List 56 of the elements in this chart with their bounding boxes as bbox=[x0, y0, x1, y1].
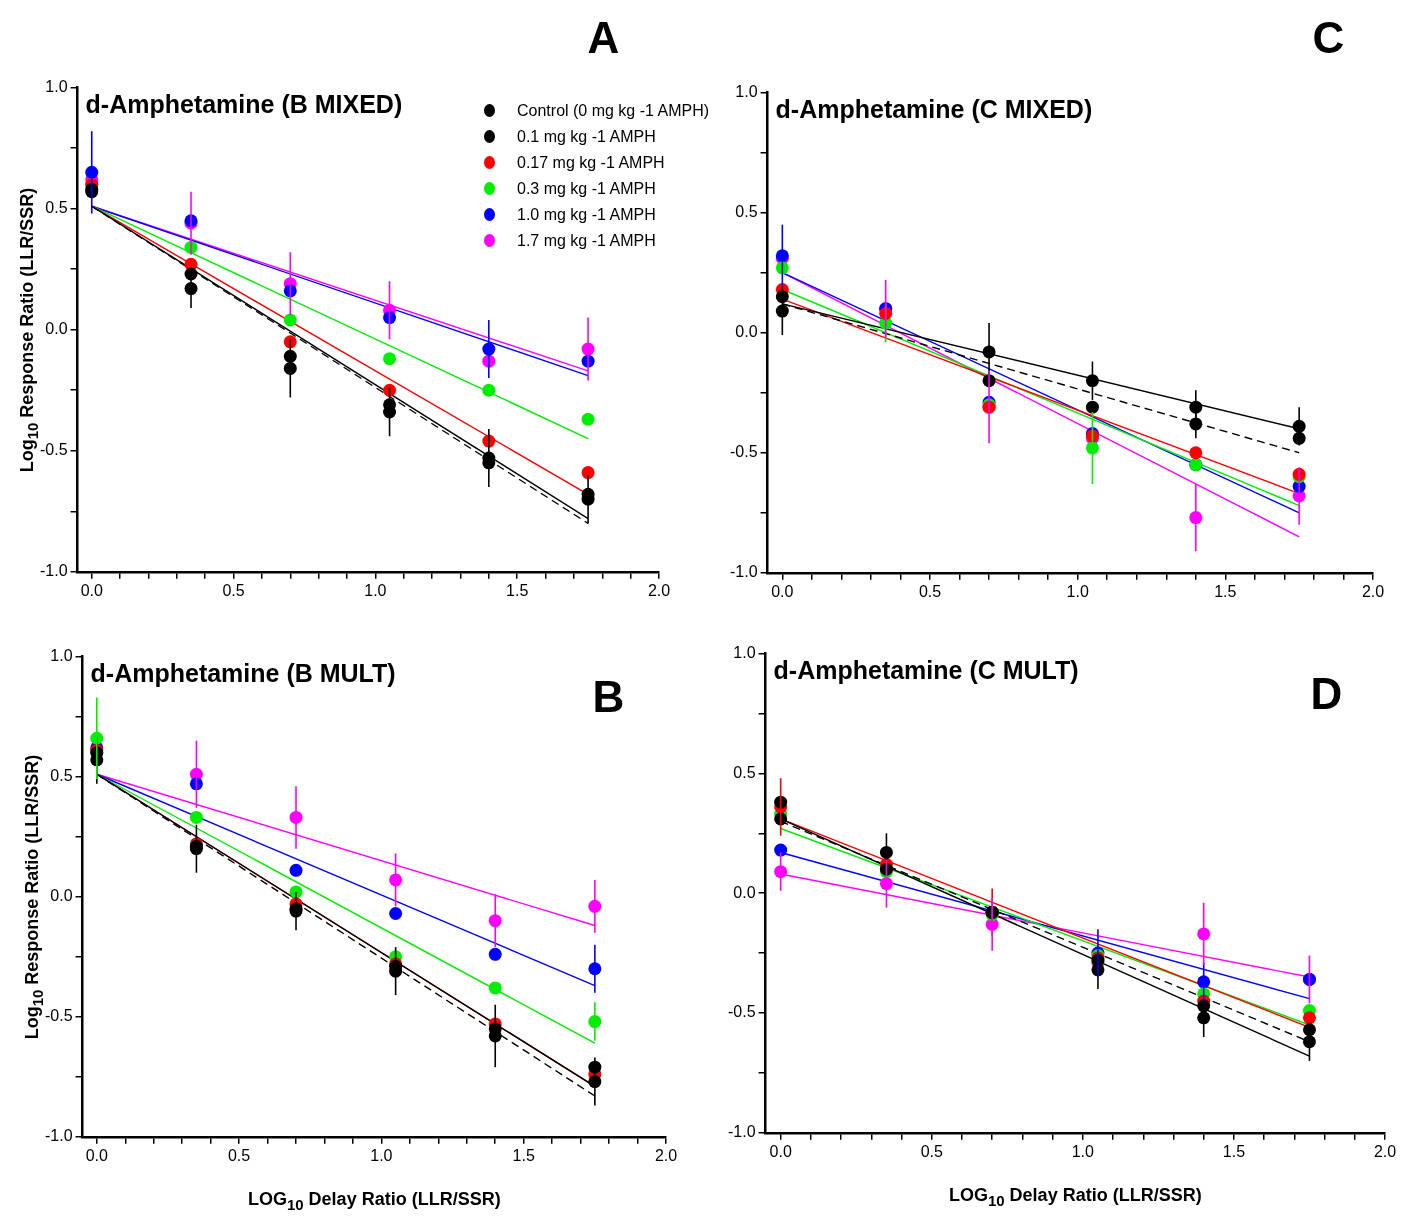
x-tick-label: 2.0 bbox=[654, 1146, 678, 1164]
x-tick-label: 0.0 bbox=[85, 1146, 109, 1164]
x-tick-label: 2.0 bbox=[1373, 1142, 1397, 1160]
y-tick-label: 0.0 bbox=[735, 323, 758, 341]
y-tick-label: -0.5 bbox=[727, 1003, 756, 1021]
x-axis-title: LOG$_{10}$ Delay Ratio (LLR/SSR) bbox=[247, 1189, 501, 1213]
y-tick-label: 0.5 bbox=[45, 199, 68, 217]
y-tick-label: 0.5 bbox=[50, 767, 73, 785]
x-tick-label: 1.0 bbox=[1071, 1142, 1095, 1160]
legend-label: 0.17 mg kg -1 AMPH bbox=[517, 153, 665, 172]
x-tick-label: 0.0 bbox=[80, 581, 103, 599]
y-tick-label: 1.0 bbox=[735, 83, 758, 101]
y-tick-label: -1.0 bbox=[39, 562, 68, 580]
y-tick-label: -0.5 bbox=[44, 1007, 73, 1025]
x-tick-label: 0.0 bbox=[771, 582, 794, 600]
x-tick-label: 1.5 bbox=[512, 1146, 535, 1164]
x-tick-label: 0.5 bbox=[920, 1142, 943, 1160]
y-tick-label: 1.0 bbox=[50, 647, 73, 665]
y-tick-label: -1.0 bbox=[727, 1123, 756, 1141]
legend-label: 0.1 mg kg -1 AMPH bbox=[517, 127, 656, 146]
legend-label: 1.0 mg kg -1 AMPH bbox=[517, 205, 656, 224]
x-tick-label: 2.0 bbox=[647, 581, 671, 599]
annotation: D bbox=[1310, 668, 1343, 719]
y-tick-label: 0.0 bbox=[50, 887, 73, 905]
y-tick-label: 1.0 bbox=[733, 644, 756, 662]
y-tick-label: -0.5 bbox=[729, 443, 758, 461]
chart-title: d-Amphetamine (C MULT) bbox=[773, 655, 1079, 685]
y-tick-label: 1.0 bbox=[45, 78, 68, 96]
x-tick-label: 0.5 bbox=[918, 582, 942, 600]
text: A bbox=[587, 12, 620, 63]
x-axis-title: LOG$_{10}$ Delay Ratio (LLR/SSR) bbox=[948, 1185, 1202, 1209]
x-tick-label: 1.0 bbox=[364, 581, 387, 599]
y-tick-label: -1.0 bbox=[44, 1127, 73, 1145]
legend-label: 1.7 mg kg -1 AMPH bbox=[517, 231, 656, 250]
chart-title: d-Amphetamine (B MIXED) bbox=[85, 89, 403, 119]
x-tick-label: 2.0 bbox=[1361, 582, 1385, 600]
annotation: B bbox=[592, 671, 625, 722]
y-tick-label: -1.0 bbox=[729, 563, 758, 581]
chart-title: d-Amphetamine (B MULT) bbox=[90, 658, 396, 688]
legend-label: Control (0 mg kg -1 AMPH) bbox=[517, 101, 710, 120]
y-tick-label: -0.5 bbox=[39, 441, 68, 459]
y-tick-label: 0.0 bbox=[45, 320, 68, 338]
x-tick-label: 1.5 bbox=[1222, 1142, 1246, 1160]
y-tick-label: 0.5 bbox=[733, 763, 756, 781]
x-tick-label: 1.0 bbox=[1066, 582, 1089, 600]
x-tick-label: 1.5 bbox=[506, 581, 529, 599]
x-tick-label: 1.5 bbox=[1214, 582, 1237, 600]
x-tick-label: 0.0 bbox=[769, 1142, 792, 1160]
x-tick-label: 0.5 bbox=[222, 581, 245, 599]
chart-title: d-Amphetamine (C MIXED) bbox=[775, 94, 1093, 124]
x-tick-label: 0.5 bbox=[227, 1146, 251, 1164]
legend-label: 0.3 mg kg -1 AMPH bbox=[517, 179, 656, 198]
text: C bbox=[1312, 12, 1345, 63]
y-tick-label: 0.0 bbox=[733, 883, 756, 901]
x-tick-label: 1.0 bbox=[370, 1146, 393, 1164]
y-tick-label: 0.5 bbox=[735, 203, 758, 221]
